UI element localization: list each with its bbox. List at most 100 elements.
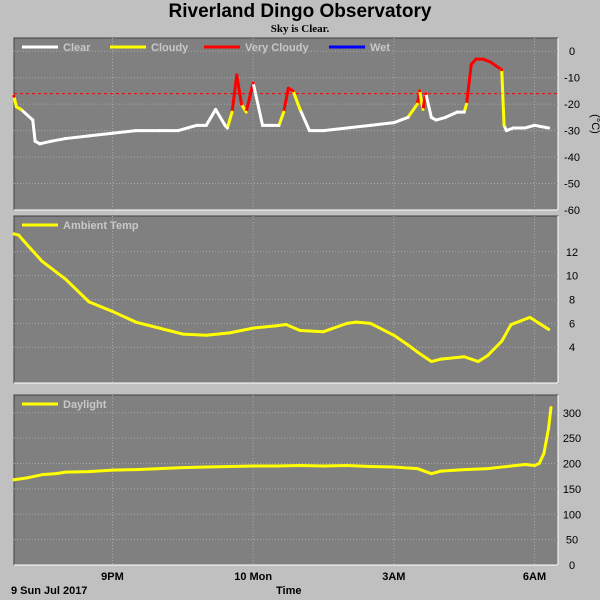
- sky-temperature-point: [511, 126, 515, 130]
- sky-temperature-point: [157, 129, 161, 133]
- daylight-y-tick: 200: [563, 459, 581, 471]
- daylight-point: [110, 468, 114, 472]
- sky-temperature-segment: [500, 68, 506, 127]
- daylight-point: [542, 451, 546, 455]
- sky-temperature-point: [418, 89, 422, 93]
- sky-temperature-point: [31, 118, 35, 122]
- ambient-temperature-point: [87, 300, 91, 304]
- daylight-point: [345, 464, 349, 468]
- sky-temperature-y-tick: 0: [569, 46, 575, 58]
- sky-temperature-point: [481, 57, 485, 61]
- daylight-point: [228, 465, 232, 469]
- ambient-temperature-point: [476, 360, 480, 364]
- sky-temperature-point: [218, 115, 222, 119]
- ambient-temperature-point: [518, 319, 522, 323]
- daylight-point: [500, 465, 504, 469]
- sky-temperature-y-tick: -40: [564, 152, 580, 164]
- sky-temperature-segment: [50, 137, 68, 143]
- sky-temperature-point: [469, 62, 473, 66]
- daylight-y-tick: 100: [563, 509, 581, 521]
- daylight-point: [275, 464, 279, 468]
- sky-temperature-point: [204, 123, 208, 127]
- ambient-temperature-point: [228, 331, 232, 335]
- sky-temperature-point: [345, 126, 349, 130]
- daylight-panel: [13, 394, 559, 566]
- sky-temperature-segment: [12, 94, 18, 109]
- sky-temperature-point: [64, 137, 68, 141]
- sky-temperature-segment: [523, 123, 537, 130]
- ambient-temperature-point: [26, 244, 30, 248]
- daylight-point: [533, 464, 537, 468]
- ambient-temperature-point: [12, 232, 16, 236]
- sky-temperature-point: [434, 118, 438, 122]
- sky-temperature-y-tick: -50: [564, 179, 580, 191]
- sky-temperature-point: [415, 102, 419, 106]
- legend-label: Ambient Temp: [63, 220, 139, 232]
- sky-temperature-segment: [31, 118, 37, 143]
- daylight-point: [12, 478, 16, 482]
- sky-temperature-segment: [322, 126, 349, 133]
- ambient-temperature-point: [204, 333, 208, 337]
- sky-temperature-point: [500, 68, 504, 72]
- sky-temperature-segment: [230, 73, 239, 114]
- sky-temperature-point: [488, 60, 492, 64]
- daylight-point: [204, 465, 208, 469]
- ambient-temperature-point: [345, 321, 349, 325]
- daylight-point: [415, 467, 419, 471]
- sky-temperature-point: [533, 123, 537, 127]
- sky-temperature-point: [176, 129, 180, 133]
- sky-temperature-point: [33, 139, 37, 143]
- sky-temperature-point: [270, 123, 274, 127]
- sky-temperature-segment: [434, 115, 447, 122]
- ambient-temperature-point: [134, 320, 138, 324]
- ambient-temperature-point: [509, 323, 513, 327]
- daylight-point: [181, 466, 185, 470]
- date-label: 9 Sun Jul 2017: [11, 585, 88, 597]
- legend-label: Clear: [63, 42, 91, 54]
- daylight-point: [523, 463, 527, 467]
- sky-temperature-point: [277, 123, 281, 127]
- daylight-point: [251, 464, 255, 468]
- sky-temperature-y-tick: -10: [564, 73, 580, 85]
- sky-temperature-point: [523, 126, 527, 130]
- sky-temperature-point: [186, 126, 190, 130]
- daylight-point: [537, 462, 541, 466]
- daylight-point: [40, 473, 44, 477]
- sky-temperature-segment: [110, 129, 138, 135]
- ambient-temperature-point: [368, 321, 372, 325]
- sky-temperature-point: [429, 115, 433, 119]
- x-tick-label: 6AM: [523, 571, 546, 583]
- daylight-y-tick: 300: [563, 408, 581, 420]
- x-axis-label: Time: [276, 585, 302, 597]
- ambient-temperature-point: [406, 343, 410, 347]
- daylight-point: [64, 470, 68, 474]
- sky-temperature-point: [286, 86, 290, 90]
- sky-temperature-point: [14, 105, 18, 109]
- ambient-temperature-point: [298, 329, 302, 333]
- ambient-temperature-point: [110, 309, 114, 313]
- sky-temperature-point: [225, 126, 229, 130]
- sky-temperature-point: [38, 142, 42, 146]
- sky-temperature-point: [235, 73, 239, 77]
- sky-temperature-point: [282, 110, 286, 114]
- daylight-y-tick: 0: [569, 560, 575, 572]
- daylight-y-tick: 250: [563, 433, 581, 445]
- sky-temperature-segment: [392, 115, 410, 125]
- ambient-temperature-point: [547, 327, 551, 331]
- sky-temperature-segment: [298, 107, 311, 133]
- sky-temperature-point: [214, 107, 218, 111]
- sky-temperature-point: [368, 123, 372, 127]
- sky-temperature-point: [244, 110, 248, 114]
- ambient-temperature-point: [40, 259, 44, 263]
- sky-temperature-segment: [218, 115, 227, 127]
- sky-temperature-segment: [406, 102, 419, 119]
- ambient-temperature-y-tick: 10: [566, 271, 578, 283]
- daylight-point: [462, 468, 466, 472]
- sky-temperature-point: [424, 92, 428, 96]
- sky-temperature-point: [251, 81, 255, 85]
- sky-temperature-segment: [64, 134, 91, 141]
- ambient-temperature-point: [537, 321, 541, 325]
- sky-temperature-point: [230, 110, 234, 114]
- ambient-temperature-point: [157, 326, 161, 330]
- sky-temperature-segment: [176, 126, 190, 133]
